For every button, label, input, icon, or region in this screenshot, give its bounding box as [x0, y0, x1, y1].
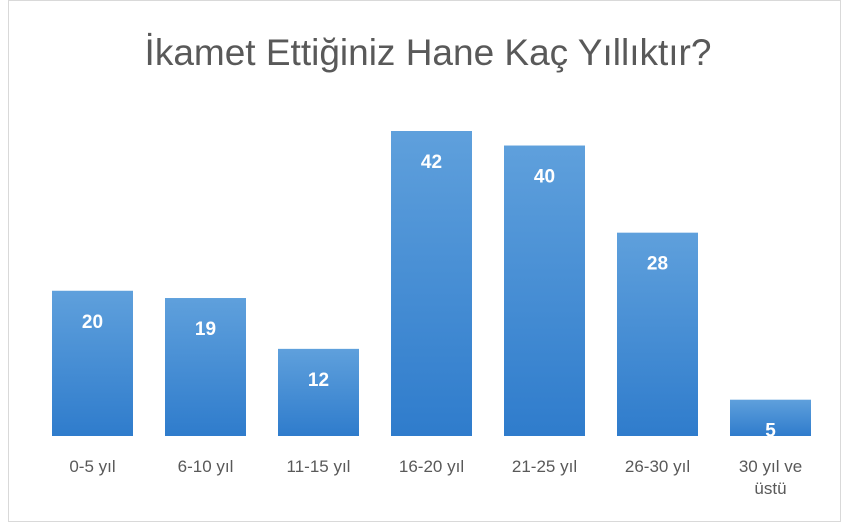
x-tick-label: 16-20 yıl [398, 457, 465, 476]
bar [391, 131, 472, 436]
x-tick-label: 30 yıl ve üstü [738, 457, 803, 498]
x-tick-label: 0-5 yıl [69, 457, 116, 476]
data-label: 5 [765, 421, 776, 442]
data-label: 42 [421, 152, 442, 173]
data-label: 12 [308, 370, 329, 391]
bar [617, 232, 698, 436]
bar [730, 399, 811, 436]
chart-title: İkamet Ettiğiniz Hane Kaç Yıllıktır? [145, 32, 712, 73]
x-tick-label: 11-15 yıl [286, 457, 351, 476]
x-tick-label: 6-10 yıl [177, 457, 234, 476]
bar [52, 290, 133, 436]
data-label: 40 [534, 167, 555, 188]
data-label: 19 [195, 319, 216, 340]
bar [278, 348, 359, 436]
bar [165, 298, 246, 436]
x-tick-label: 21-25 yıl [511, 457, 578, 476]
x-tick-label: 26-30 yıl [624, 457, 691, 476]
bar [504, 145, 585, 436]
data-label: 28 [647, 254, 668, 275]
data-label: 20 [82, 312, 103, 333]
